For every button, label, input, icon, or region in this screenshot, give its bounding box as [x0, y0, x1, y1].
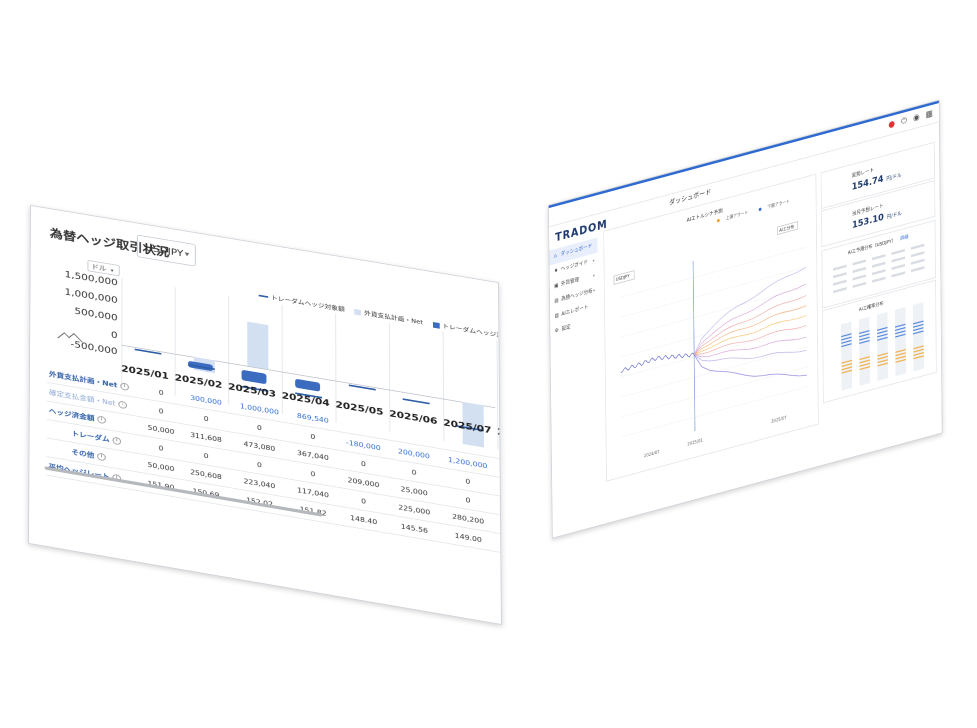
- distribution-column: [859, 317, 870, 386]
- row-label-text: トレーダム: [71, 429, 109, 443]
- notification-bell-icon[interactable]: ●: [888, 119, 895, 130]
- hedge-status-panel: 為替ヘッジ取引状況 USDJPY ▾ ドル ▾ トレーダムヘッジ対象額 外貨支払…: [28, 205, 502, 625]
- sidebar-item-label: 設定: [562, 324, 571, 332]
- matrix-cell: [872, 269, 886, 275]
- info-icon[interactable]: i: [97, 415, 106, 424]
- user-avatar-icon[interactable]: ◉: [913, 112, 920, 123]
- row-label-text: その他: [71, 448, 94, 459]
- forecast-line-chart: 2024/07 2025/01 2025/07: [605, 228, 818, 476]
- chevron-down-icon: ▾: [185, 243, 189, 266]
- forecast-line: [694, 296, 807, 355]
- info-icon[interactable]: i: [112, 436, 121, 445]
- matrix-cell: [853, 267, 867, 273]
- matrix-cell: [833, 272, 847, 278]
- info-icon[interactable]: i: [120, 382, 129, 391]
- table-cell: [498, 514, 502, 534]
- line-trade-target[interactable]: [403, 398, 430, 404]
- matrix-cell: [852, 259, 866, 265]
- matrix-cell: [853, 274, 867, 280]
- matrix-cell: [911, 266, 924, 272]
- power-icon[interactable]: ⏻: [901, 116, 907, 127]
- sidebar-icon: ⚙: [555, 323, 560, 339]
- forecast-legend: ● 上振アラート ● 下振アラート: [717, 196, 799, 224]
- grid-menu-icon[interactable]: ▦: [926, 109, 933, 120]
- grid-line: [621, 347, 808, 397]
- matrix-cell: [853, 282, 867, 288]
- month-label: 2: [497, 426, 502, 438]
- y-tick-label: 1,000,000: [65, 286, 118, 305]
- forecast-ai-value: AIエ分布: [779, 225, 794, 234]
- table-cell: [497, 477, 502, 497]
- grid-line: [620, 267, 807, 317]
- matrix-cell: [833, 287, 847, 293]
- today-line: [693, 261, 695, 431]
- distribution-column: [895, 307, 906, 376]
- matrix-cell: [892, 264, 905, 270]
- sidebar-icon: ⌂: [554, 248, 559, 264]
- x-axis-label: 2025/07: [771, 415, 787, 424]
- sidebar-icon: ▣: [554, 278, 559, 294]
- sidebar: ⌂ ダッシュボード ♦ ヘッジガイド ▾ ▣ 外貨管理 ▾ ▤ 為替ヘッジ分析 ▾ ▥ AIエレポート ⚙…: [549, 238, 598, 341]
- sidebar-icon: ▤: [554, 293, 559, 309]
- distribution-column: [841, 322, 852, 391]
- sidebar-item-label: 外貨管理: [561, 277, 579, 288]
- matrix-cell: [892, 271, 905, 277]
- matrix-cell: [891, 249, 905, 255]
- forecast-card: AIエトルシナ予測 ● 上振アラート ● 下振アラート USDJPY AIエ分布…: [603, 174, 818, 482]
- grid-line: [621, 386, 808, 436]
- x-axis-label: 2025/01: [687, 437, 703, 446]
- distribution-column: [913, 302, 924, 371]
- sidebar-icon: ♦: [554, 263, 559, 279]
- legend-label: 下振アラート: [767, 199, 790, 210]
- chevron-down-icon: ▾: [593, 268, 595, 283]
- info-icon[interactable]: i: [97, 452, 106, 461]
- sidebar-icon: ▥: [555, 308, 560, 324]
- distribution-column: [877, 312, 888, 381]
- currency-pair-select[interactable]: USDJPY ▾: [137, 235, 196, 267]
- row-label-text: ヘッジ済金額: [49, 407, 95, 422]
- matrix-cell: [833, 265, 847, 271]
- matrix-cell: [872, 254, 886, 260]
- legend-label: 上振アラート: [726, 210, 749, 221]
- history-line: [621, 347, 695, 376]
- forecast-line: [694, 325, 807, 406]
- matrix-cell: [911, 259, 924, 265]
- matrix-cell: [872, 277, 886, 283]
- chevron-down-icon: ▾: [593, 253, 595, 268]
- x-axis-label: 2024/07: [644, 449, 660, 458]
- table-cell: [497, 496, 502, 516]
- bar-trade-executed[interactable]: [295, 378, 320, 391]
- matrix-cell: [872, 262, 886, 268]
- logo-mark-icon: [57, 328, 84, 344]
- spot-rate-unit: 円/ドル: [886, 172, 901, 182]
- y-tick-label: 0: [111, 329, 118, 341]
- forward-rate-unit: 円/ドル: [887, 211, 902, 221]
- lower-alert-legend[interactable]: ● 下振アラート: [758, 198, 794, 213]
- matrix-cell: [911, 244, 924, 250]
- matrix-cell: [891, 256, 905, 262]
- table-cell: [497, 458, 502, 478]
- dashboard-panel: ● ⏻ ◉ ▦ TRADOM ⌂ ダッシュボード ♦ ヘッジガイド ▾ ▣ 外貨管理 ▾ ▤ 為替…: [548, 100, 943, 539]
- bar-planned-net[interactable]: [247, 321, 268, 369]
- table-cell: [498, 533, 502, 553]
- chevron-down-icon: ▾: [593, 283, 595, 298]
- currency-pair-value: USDJPY: [145, 242, 183, 259]
- matrix-cell: [833, 280, 847, 286]
- info-icon[interactable]: i: [118, 400, 127, 409]
- unit-value: ドル: [91, 263, 106, 273]
- chevron-down-icon: ▾: [111, 268, 114, 274]
- top-icons: ● ⏻ ◉ ▦: [885, 109, 933, 131]
- table-cell: [497, 440, 502, 459]
- grid-line: [620, 247, 807, 297]
- bar-trade-executed[interactable]: [242, 369, 267, 384]
- grid-line: [621, 327, 808, 377]
- matrix-cell: [911, 251, 924, 257]
- y-tick-label: 500,000: [74, 306, 117, 324]
